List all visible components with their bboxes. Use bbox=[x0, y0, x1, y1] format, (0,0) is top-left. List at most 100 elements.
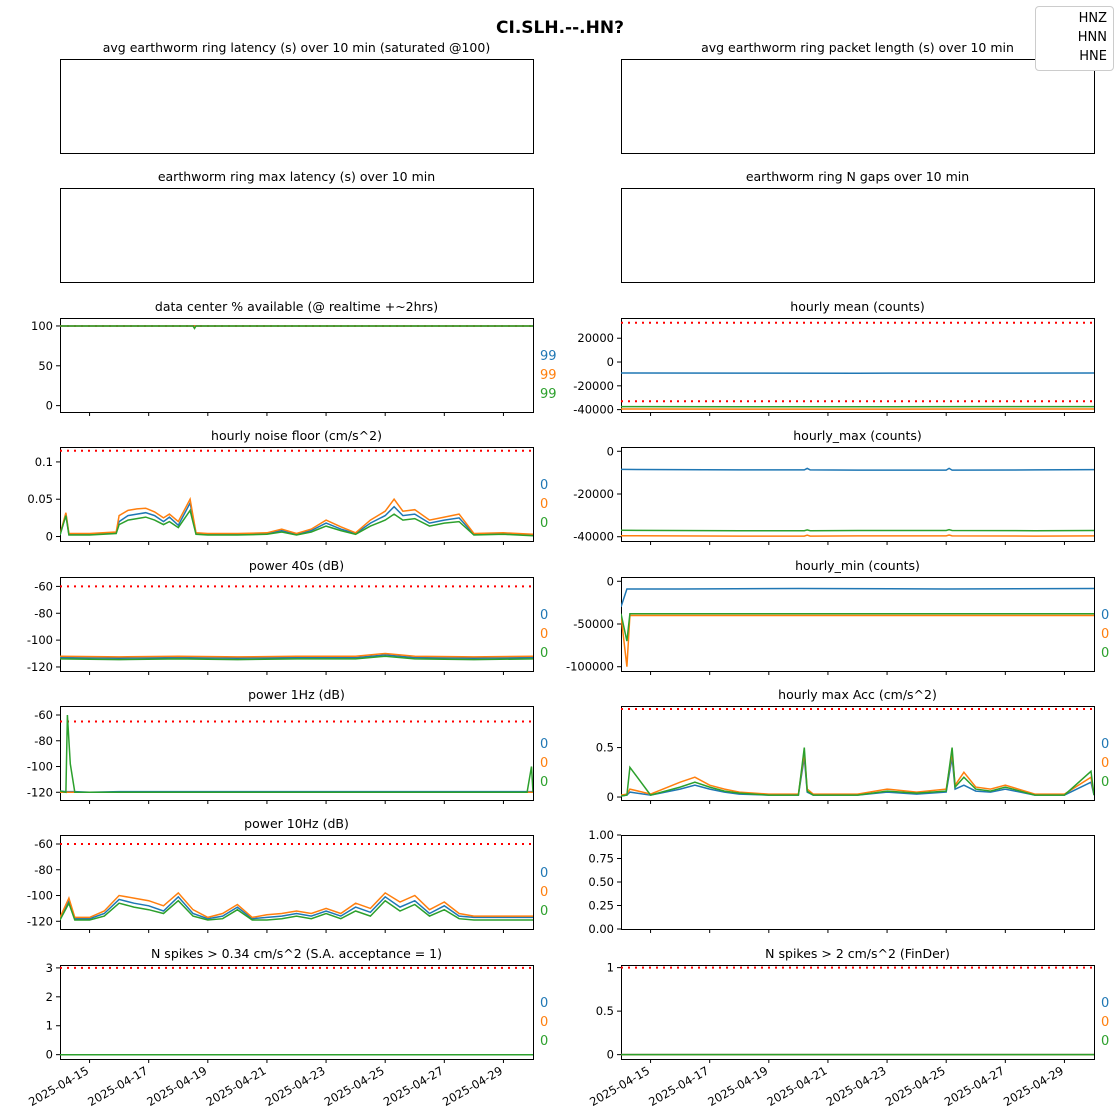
panel-1: avg earthworm ring latency (s) over 10 m… bbox=[60, 40, 534, 154]
series-line-hne bbox=[60, 714, 533, 794]
y-tick-label: -40000 bbox=[573, 403, 614, 417]
y-tick-label: 0 bbox=[607, 355, 614, 369]
series-line-hnn bbox=[60, 496, 533, 536]
panel-title: N spikes > 0.34 cm/s^2 (S.A. acceptance … bbox=[151, 946, 442, 961]
y-tick-label: -80 bbox=[34, 606, 53, 620]
side-label-hne: 0 bbox=[540, 904, 548, 919]
side-label-hne: 99 bbox=[540, 387, 557, 402]
y-tick-label: 0 bbox=[607, 574, 614, 588]
panel-frame bbox=[60, 965, 534, 1060]
panel-13: power 10Hz (dB) -60 -80 -100 -120 0 0 0 bbox=[27, 816, 548, 933]
y-tick-label: 100 bbox=[31, 319, 53, 333]
legend-item-hnn: HNN bbox=[1077, 30, 1107, 45]
y-tick-label: -20000 bbox=[573, 487, 614, 501]
y-tick-label: 1.00 bbox=[588, 828, 614, 842]
y-tick-label: 0.50 bbox=[588, 875, 614, 889]
panel-16: N spikes > 2 cm/s^2 (FinDer)10.502025-04… bbox=[587, 946, 1109, 1109]
y-tick-label: 0 bbox=[46, 530, 53, 544]
series-line-hne bbox=[60, 655, 533, 661]
y-tick-label: -100 bbox=[27, 633, 53, 647]
y-tick-label: 0.5 bbox=[596, 741, 614, 755]
side-label-hne: 0 bbox=[540, 775, 548, 790]
panel-frame bbox=[621, 835, 1095, 930]
x-tick-label: 2025-04-21 bbox=[204, 1063, 269, 1109]
series-line-hnn bbox=[621, 534, 1094, 537]
panel-frame bbox=[621, 965, 1095, 1060]
panel-title: earthworm ring max latency (s) over 10 m… bbox=[158, 169, 435, 184]
panel-frame bbox=[60, 188, 534, 283]
x-tick-label: 2025-04-17 bbox=[85, 1063, 150, 1109]
y-tick-label: 1 bbox=[46, 1019, 53, 1033]
panel-frame bbox=[621, 577, 1095, 672]
panel-4: earthworm ring N gaps over 10 min bbox=[621, 169, 1095, 283]
series-line-hne bbox=[60, 508, 533, 537]
side-label-hne: 0 bbox=[1101, 646, 1109, 661]
side-label-hnn: 0 bbox=[1101, 756, 1109, 771]
panel-title: earthworm ring N gaps over 10 min bbox=[746, 169, 969, 184]
side-label-hnz: 99 bbox=[540, 349, 557, 364]
panel-frame bbox=[60, 706, 534, 801]
panel-title: hourly noise floor (cm/s^2) bbox=[211, 428, 382, 443]
x-tick-label: 2025-04-23 bbox=[263, 1063, 328, 1109]
side-label-hnz: 0 bbox=[540, 996, 548, 1011]
panel-14: 1.00 0.75 0.50 0.25 0.00 bbox=[588, 828, 1095, 936]
side-label-hne: 0 bbox=[540, 1034, 548, 1049]
series-line-hne bbox=[621, 747, 1094, 797]
side-label-hnn: 0 bbox=[540, 756, 548, 771]
y-tick-label: -60 bbox=[34, 837, 53, 851]
side-label-hne: 0 bbox=[1101, 1034, 1109, 1049]
side-label-hne: 0 bbox=[1101, 775, 1109, 790]
series-line-hne bbox=[60, 899, 533, 921]
side-label-hne: 0 bbox=[540, 516, 548, 531]
y-tick-label: 0 bbox=[46, 399, 53, 413]
panel-title: power 40s (dB) bbox=[249, 558, 344, 573]
side-label-hnn: 0 bbox=[1101, 627, 1109, 642]
side-label-hnn: 99 bbox=[540, 368, 557, 383]
panel-title: hourly_min (counts) bbox=[795, 558, 920, 573]
panel-title: avg earthworm ring latency (s) over 10 m… bbox=[103, 40, 490, 55]
x-tick-label: 2025-04-17 bbox=[646, 1063, 711, 1109]
x-tick-label: 2025-04-27 bbox=[381, 1063, 446, 1109]
y-tick-label: 0.1 bbox=[35, 455, 53, 469]
panel-frame bbox=[621, 59, 1095, 154]
panel-8: hourly_max (counts) 0 -20000 -40000 bbox=[573, 428, 1095, 545]
legend-item-hne: HNE bbox=[1079, 49, 1107, 64]
series-line-hnn bbox=[60, 652, 533, 658]
panel-5: data center % available (@ realtime +~2h… bbox=[31, 299, 557, 416]
y-tick-label: 1 bbox=[607, 961, 614, 975]
y-tick-label: 0.75 bbox=[588, 852, 614, 866]
side-label-hnn: 0 bbox=[540, 1015, 548, 1030]
series-line-hnn bbox=[621, 614, 1094, 667]
y-tick-label: 0.00 bbox=[588, 922, 614, 936]
y-tick-label: 0 bbox=[607, 790, 614, 804]
x-tick-label: 2025-04-29 bbox=[1001, 1063, 1066, 1109]
side-label-hnn: 0 bbox=[540, 497, 548, 512]
y-tick-label: 20000 bbox=[577, 331, 614, 345]
y-tick-label: 2 bbox=[46, 990, 53, 1004]
panel-10: hourly_min (counts) 0 -50000 -100000 0 0 0 bbox=[566, 558, 1109, 675]
panel-title: hourly mean (counts) bbox=[790, 299, 924, 314]
panel-frame bbox=[621, 188, 1095, 283]
panel-9: power 40s (dB) -60 -80 -100 -120 0 0 0 bbox=[27, 558, 548, 675]
side-label-hnz: 0 bbox=[540, 866, 548, 881]
legend-item-hnz: HNZ bbox=[1078, 11, 1107, 26]
y-tick-label: 0.05 bbox=[27, 492, 53, 506]
panel-title: data center % available (@ realtime +~2h… bbox=[155, 299, 438, 314]
y-tick-label: -100000 bbox=[566, 660, 614, 674]
x-tick-label: 2025-04-19 bbox=[705, 1063, 770, 1109]
series-line-hnn bbox=[60, 891, 533, 919]
y-tick-label: 50 bbox=[38, 359, 53, 373]
panel-frame bbox=[621, 447, 1095, 542]
panel-title: power 1Hz (dB) bbox=[248, 687, 345, 702]
panel-title: N spikes > 2 cm/s^2 (FinDer) bbox=[765, 946, 950, 961]
series-line-hnz bbox=[621, 587, 1094, 608]
y-tick-label: 0 bbox=[607, 444, 614, 458]
y-tick-label: -60 bbox=[34, 579, 53, 593]
y-tick-label: 0 bbox=[46, 1048, 53, 1062]
y-tick-label: -100 bbox=[27, 760, 53, 774]
series-line-hnz bbox=[60, 654, 533, 659]
x-tick-label: 2025-04-19 bbox=[144, 1063, 209, 1109]
x-tick-label: 2025-04-25 bbox=[322, 1063, 387, 1109]
panel-6: hourly mean (counts) 20000 0 -20000 -40000 bbox=[573, 299, 1095, 417]
